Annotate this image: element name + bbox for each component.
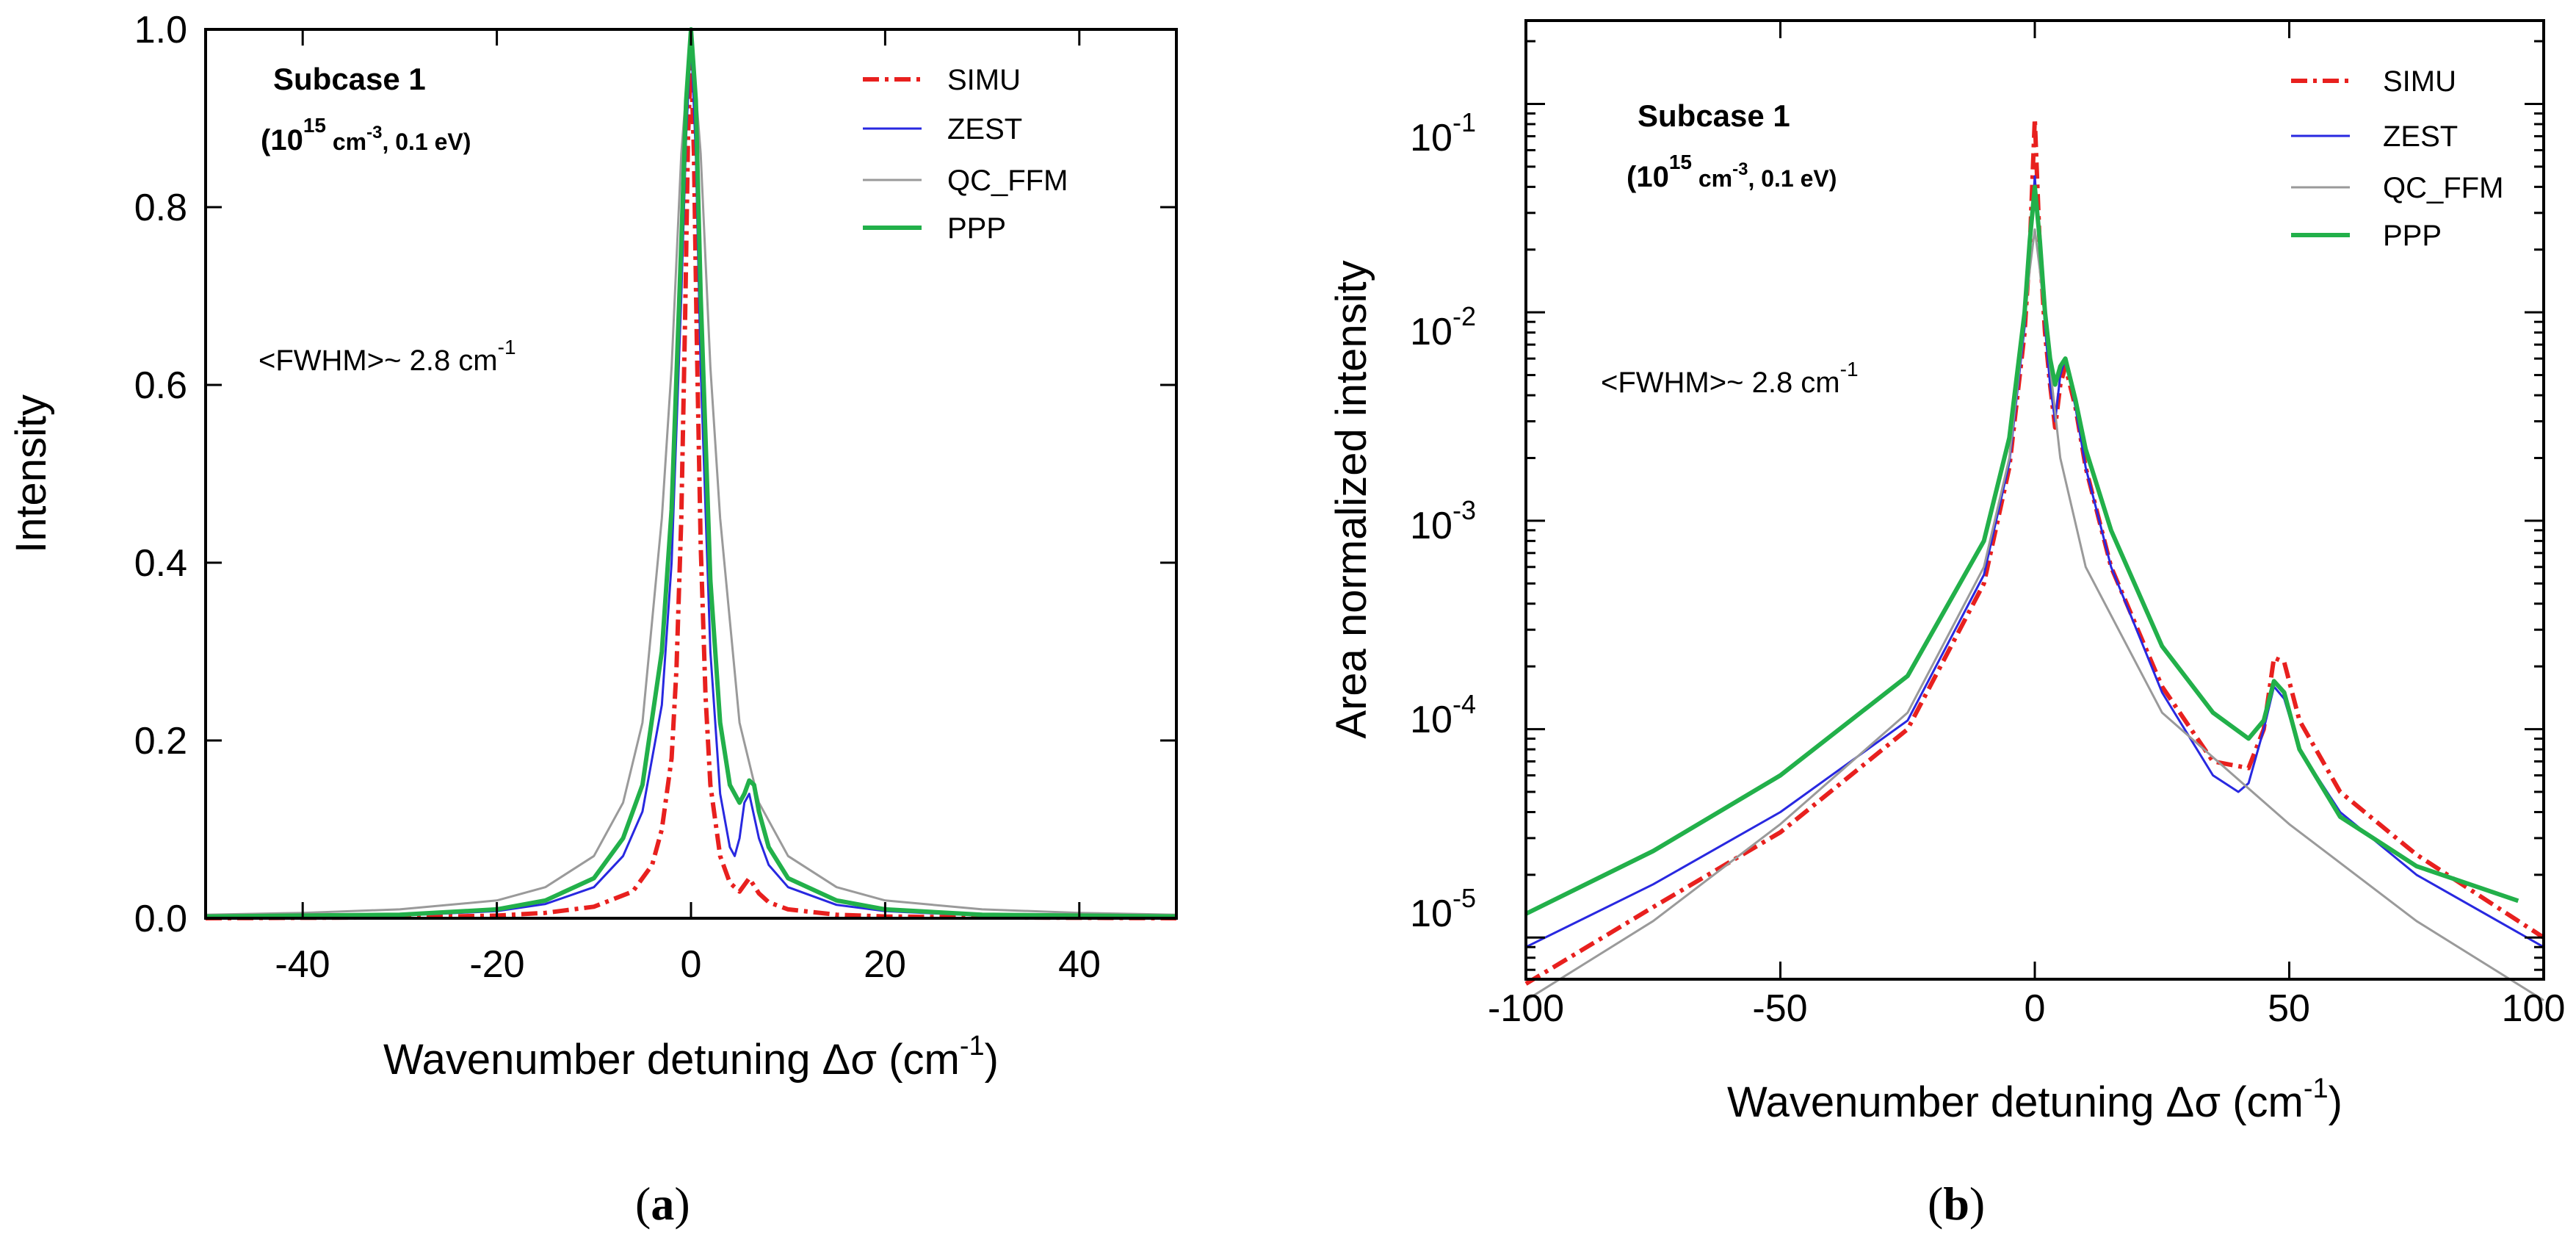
- panel-b-xlabel-close: ): [2329, 1078, 2342, 1126]
- panel-b-conditions-exp: 15: [1669, 151, 1692, 173]
- panel-b-ytick-base: 10: [1410, 893, 1452, 935]
- panel-a-y-axis-title: Intensity: [7, 394, 55, 553]
- panel-a-legend-label-zest: ZEST: [947, 113, 1022, 145]
- panel-b-series-layer: [1524, 116, 2545, 1001]
- panel-b-conditions-rest: , 0.1 eV): [1748, 165, 1837, 192]
- panel-b-caption: (b): [1928, 1178, 1985, 1230]
- panel-a-caption: (a): [635, 1178, 690, 1230]
- panel-b-ytick-exp: -3: [1452, 495, 1476, 525]
- panel-a-subcase-label: Subcase 1: [273, 62, 426, 96]
- panel-b-xtick-label: 100: [2502, 987, 2566, 1030]
- panel-b-ticks: [1524, 21, 2545, 979]
- panel-b-xtick-label: -50: [1752, 987, 1807, 1030]
- panel-b-conditions-unit-exp: -3: [1732, 159, 1748, 179]
- panel-a-xtick-label: 0: [681, 943, 702, 986]
- panel-b-series-line-ppp: [1524, 184, 2519, 916]
- panel-a-xtick-label: 40: [1058, 943, 1101, 986]
- panel-b-ytick-exp: -4: [1452, 689, 1476, 719]
- panel-b-ytick-exp: -5: [1452, 883, 1476, 913]
- panel-a-conditions: (1015 cm-3, 0.1 eV): [261, 114, 471, 156]
- panel-a-xlabel-close: ): [985, 1036, 999, 1084]
- panel-b-x-axis-title: Wavenumber detuning Δσ (cm-1): [1727, 1073, 2342, 1126]
- panel-a-ytick-label: 0.2: [134, 720, 187, 763]
- panel-b-legend-label-zest: ZEST: [2383, 120, 2458, 153]
- panel-a-series-line-zest: [205, 37, 1177, 919]
- panel-a-xtick-label: 20: [864, 943, 906, 986]
- panel-b-xtick-label: -100: [1488, 987, 1564, 1030]
- panel-b-ytick-exp: -1: [1452, 107, 1476, 137]
- panel-a-ytick-label: 0.4: [134, 542, 187, 585]
- panel-a-fwhm-text: <FWHM>~ 2.8 cm: [258, 345, 498, 377]
- panel-a-legend: SIMU ZEST QC_FFM PPP: [863, 64, 1068, 245]
- panel-b-ytick-base: 10: [1410, 505, 1452, 547]
- panel-b-y-axis-title: Area normalized intensity: [1328, 260, 1375, 738]
- panel-b-legend-label-simu: SIMU: [2383, 65, 2456, 98]
- panel-b-ytick-label: 10-3: [1410, 495, 1476, 547]
- panel-a-ytick-label: 1.0: [134, 9, 187, 51]
- panel-b-legend-label-ppp: PPP: [2383, 220, 2442, 252]
- panel-b-caption-letter: b: [1943, 1178, 1969, 1230]
- panel-b-conditions-prefix: (10: [1627, 161, 1669, 193]
- panel-a-xlabel-exp: -1: [960, 1031, 985, 1061]
- panel-b-xlabel-exp: -1: [2304, 1073, 2329, 1104]
- panel-b-fwhm-exp: -1: [1840, 358, 1859, 381]
- panel-a-conditions-prefix: (10: [261, 124, 303, 156]
- panel-a-ticks: [206, 28, 1176, 920]
- panel-a-legend-label-simu: SIMU: [947, 64, 1021, 96]
- panel-b-subcase-label: Subcase 1: [1638, 98, 1790, 133]
- panel-b: 10-1 10-2 10-3 10-4 10-5 -100 -50 0 50 1…: [1328, 19, 2566, 1230]
- panel-b-xlabel-main: Wavenumber detuning Δσ (cm: [1727, 1078, 2304, 1126]
- panel-b-ytick-exp: -2: [1452, 301, 1476, 331]
- panel-a-ytick-label: 0.0: [134, 898, 187, 940]
- panel-b-fwhm-annotation: <FWHM>~ 2.8 cm-1: [1601, 358, 1859, 399]
- panel-b-series-line-simu: [1524, 116, 2545, 986]
- panel-a-xlabel-main: Wavenumber detuning Δσ (cm: [383, 1036, 960, 1084]
- panel-a: 0.0 0.2 0.4 0.6 0.8 1.0 -40 -20 0 20 40 …: [7, 9, 1178, 1230]
- panel-b-ytick-base: 10: [1410, 699, 1452, 741]
- panel-a-xtick-label: -40: [275, 943, 330, 986]
- panel-a-ytick-label: 0.6: [134, 364, 187, 407]
- panel-b-ytick-base: 10: [1410, 311, 1452, 353]
- panel-a-x-axis-title: Wavenumber detuning Δσ (cm-1): [383, 1031, 999, 1084]
- panel-a-legend-label-ppp: PPP: [947, 212, 1006, 245]
- panel-a-legend-label-qcffm: QC_FFM: [947, 165, 1068, 197]
- panel-b-legend-label-qcffm: QC_FFM: [2383, 172, 2503, 204]
- panel-b-ytick-label: 10-5: [1410, 883, 1476, 935]
- panel-b-ytick-label: 10-4: [1410, 689, 1476, 741]
- panel-b-series-line-qcffm: [1525, 228, 2544, 1001]
- panel-a-conditions-exp: 15: [303, 114, 326, 137]
- panel-a-caption-letter: a: [651, 1178, 674, 1230]
- panel-b-xtick-label: 50: [2268, 987, 2310, 1030]
- panel-b-legend: SIMU ZEST QC_FFM PPP: [2291, 65, 2503, 252]
- panel-a-xtick-label: -20: [469, 943, 524, 986]
- panel-a-series-line-simu: [205, 54, 1177, 920]
- panel-b-conditions-unit: cm: [1692, 165, 1732, 192]
- panel-a-conditions-unit: cm: [326, 129, 366, 155]
- panel-a-fwhm-annotation: <FWHM>~ 2.8 cm-1: [258, 336, 516, 377]
- panel-b-xtick-label: 0: [2025, 987, 2046, 1030]
- panel-b-conditions: (1015 cm-3, 0.1 eV): [1627, 151, 1837, 193]
- panel-b-ytick-label: 10-1: [1410, 107, 1476, 159]
- panel-b-fwhm-text: <FWHM>~ 2.8 cm: [1601, 367, 1840, 399]
- panel-a-conditions-unit-exp: -3: [366, 123, 382, 143]
- panel-b-ytick-label: 10-2: [1410, 301, 1476, 353]
- panel-a-fwhm-exp: -1: [498, 336, 516, 358]
- panel-a-ytick-label: 0.8: [134, 187, 187, 229]
- panel-b-ytick-base: 10: [1410, 117, 1452, 159]
- panel-a-conditions-rest: , 0.1 eV): [382, 129, 471, 155]
- panel-a-series-line-ppp: [205, 27, 1177, 919]
